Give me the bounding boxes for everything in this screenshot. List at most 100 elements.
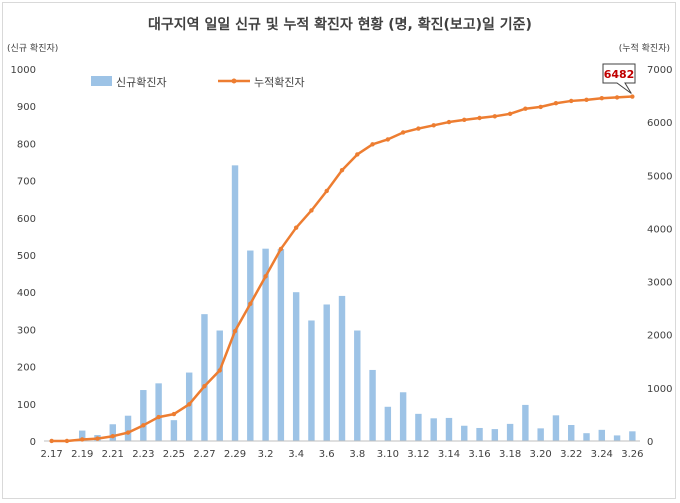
bar xyxy=(613,435,621,441)
x-tick-label: 2.21 xyxy=(102,449,124,460)
line-point xyxy=(49,438,54,444)
bar xyxy=(629,431,636,441)
x-tick-label: 2.27 xyxy=(193,449,215,460)
callout: 6482 xyxy=(602,63,636,94)
bar xyxy=(185,372,193,441)
right-tick-label: 1000 xyxy=(647,384,672,395)
line-point xyxy=(141,423,146,428)
left-tick-label: 300 xyxy=(17,325,36,336)
bar xyxy=(430,418,437,441)
x-tick-label: 3.14 xyxy=(438,449,460,460)
line-point xyxy=(324,188,329,194)
line-point xyxy=(232,328,238,334)
left-tick-label: 1000 xyxy=(11,65,36,76)
left-tick-label: 500 xyxy=(17,251,36,262)
bar xyxy=(461,425,468,441)
left-tick-label: 400 xyxy=(17,288,36,299)
right-tick-label: 0 xyxy=(647,437,653,448)
x-tick-label: 3.2 xyxy=(258,449,274,460)
legend: 신규확진자 누적확진자 xyxy=(91,76,305,89)
bar xyxy=(369,369,376,441)
right-tick-label: 5000 xyxy=(647,171,672,182)
line-point xyxy=(278,246,284,252)
line-point xyxy=(80,437,85,442)
line-point xyxy=(416,126,421,131)
bar xyxy=(384,406,392,441)
right-tick-label: 6000 xyxy=(647,118,672,129)
bar xyxy=(522,404,529,441)
chart-frame xyxy=(2,2,676,499)
bar xyxy=(247,250,254,441)
chart-title: 대구지역 일일 신규 및 누적 확진자 현황 (명, 확진(보고)일 기준) xyxy=(148,16,532,33)
x-tick-label: 3.12 xyxy=(407,449,429,460)
bar xyxy=(445,417,453,441)
x-tick-label: 3.6 xyxy=(319,449,335,460)
left-tick-label: 0 xyxy=(30,437,36,448)
right-tick-label: 7000 xyxy=(647,65,672,76)
line-point xyxy=(538,104,543,110)
left-tick-label: 800 xyxy=(17,139,36,150)
x-tick-label: 3.24 xyxy=(591,449,613,460)
bar xyxy=(476,427,483,441)
right-tick-label: 3000 xyxy=(647,278,672,289)
bar xyxy=(583,433,590,441)
line-point xyxy=(125,430,131,435)
line-point xyxy=(569,98,574,104)
line-point xyxy=(110,434,115,439)
line-point xyxy=(400,130,406,135)
x-tick-label: 3.16 xyxy=(468,449,490,460)
left-tick-label: 900 xyxy=(17,102,36,113)
right-axis-ticks: 0 1000 2000 3000 4000 5000 6000 7000 xyxy=(647,65,672,448)
left-tick-label: 100 xyxy=(17,400,36,411)
line-point xyxy=(171,411,177,417)
line-point xyxy=(263,274,268,279)
right-axis-label: (누적 확진자) xyxy=(619,42,670,54)
bar xyxy=(292,292,300,441)
line-point xyxy=(584,97,589,103)
bar xyxy=(568,425,575,441)
left-tick-label: 200 xyxy=(17,363,36,374)
x-tick-label: 3.26 xyxy=(621,449,643,460)
bar xyxy=(140,390,147,441)
legend-line-label: 누적확진자 xyxy=(254,76,305,89)
line-point xyxy=(446,119,452,125)
x-tick-label: 2.17 xyxy=(41,449,63,460)
bar xyxy=(323,304,330,441)
x-axis-ticks: 2.17 2.19 2.21 2.23 2.25 2.27 2.29 3.2 3.4 3.6 3.8… xyxy=(41,449,644,460)
right-tick-label: 4000 xyxy=(647,224,672,235)
x-tick-label: 2.29 xyxy=(224,449,246,460)
right-tick-label: 2000 xyxy=(647,331,672,342)
bar xyxy=(354,330,361,441)
line-point xyxy=(507,111,513,117)
line-point xyxy=(186,402,192,407)
bar-series xyxy=(48,165,636,441)
line-point xyxy=(309,208,314,213)
line-point xyxy=(614,95,620,100)
line-point xyxy=(477,115,482,121)
line-point xyxy=(553,101,559,106)
bar xyxy=(231,165,239,441)
legend-line-marker xyxy=(231,78,237,84)
bar xyxy=(78,430,86,441)
bar xyxy=(552,415,560,441)
bar xyxy=(506,423,514,441)
line-point xyxy=(293,225,299,230)
bar xyxy=(216,330,223,441)
bar xyxy=(277,249,285,441)
line-point xyxy=(462,117,467,123)
bar xyxy=(109,424,116,441)
line-point xyxy=(95,436,100,441)
bar xyxy=(338,295,346,441)
x-tick-label: 2.19 xyxy=(71,449,93,460)
line-point xyxy=(370,142,375,147)
bar xyxy=(491,429,499,441)
bar xyxy=(170,420,178,441)
x-tick-label: 3.10 xyxy=(377,449,399,460)
line-point xyxy=(630,94,635,99)
line-series xyxy=(49,94,635,444)
left-tick-label: 700 xyxy=(17,177,36,188)
left-axis-ticks: 0 100 200 300 400 500 600 700 800 900 1000 xyxy=(11,65,36,448)
bar xyxy=(399,392,407,441)
left-tick-label: 600 xyxy=(17,214,36,225)
